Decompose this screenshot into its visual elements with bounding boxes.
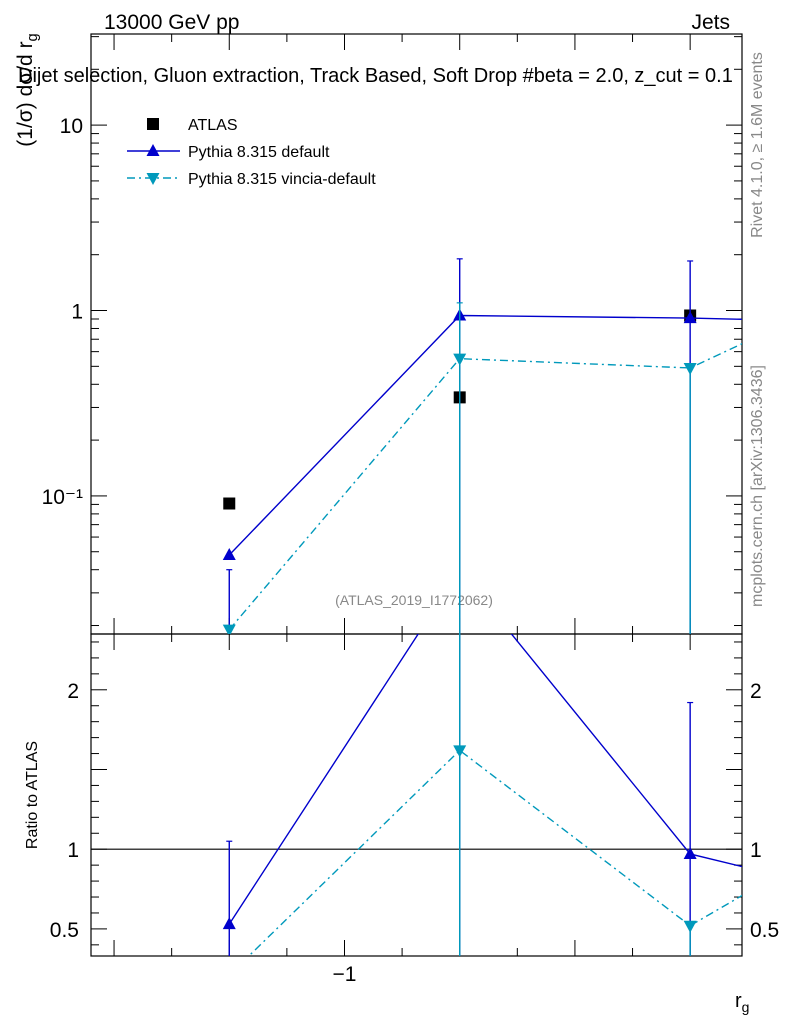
main-y-tick-label: 10 [60, 115, 83, 138]
legend-marker-1 [146, 144, 160, 156]
main-y-tick-label: 1 [71, 301, 83, 324]
ratio-0-point [683, 846, 697, 859]
main-y-tick-label: 10⁻¹ [42, 486, 83, 509]
main-y-axis-title: (1/σ) dσ/d rg [14, 33, 41, 146]
x-axis-title: rg [735, 990, 749, 1015]
mcplots-label: mcplots.cern.ch [arXiv:1306.3436] [749, 365, 766, 607]
series-1-point [683, 311, 697, 324]
series-0-point [223, 497, 236, 510]
legend-label-2: Pythia 8.315 vincia-default [188, 171, 376, 188]
ratio-y-tick-label: 0.5 [50, 919, 79, 942]
series-2-point [222, 624, 236, 634]
ratio-1-point [453, 745, 467, 758]
legend-label-1: Pythia 8.315 default [188, 144, 330, 161]
rivet-version-label: Rivet 4.1.0, ≥ 1.6M events [749, 52, 766, 238]
ratio-y-tick-label-right: 0.5 [750, 919, 779, 942]
series-line-1 [228, 314, 742, 556]
ratio-1-point [223, 970, 236, 982]
category-label: Jets [691, 11, 730, 34]
x-tick-label: −1 [333, 963, 357, 986]
analysis-watermark: (ATLAS_2019_I1772062) [335, 592, 493, 608]
ratio-y-axis-title: Ratio to ATLAS [24, 741, 41, 849]
legend-label-0: ATLAS [188, 117, 238, 134]
ratio-y-tick-label: 1 [67, 839, 79, 862]
legend-marker-2 [146, 173, 160, 185]
ratio-plot-frame [90, 633, 743, 957]
energy-label: 13000 GeV pp [104, 11, 239, 34]
ratio-line-1 [247, 749, 742, 956]
legend-marker-0 [147, 118, 159, 130]
ratio-y-tick-label: 2 [67, 680, 79, 703]
series-2-point [453, 353, 467, 366]
ratio-y-tick-label-right: 1 [750, 839, 762, 862]
plot-title: Dijet selection, Gluon extraction, Track… [18, 65, 733, 87]
ratio-line-0 [228, 634, 742, 925]
ratio-1-point [683, 920, 697, 933]
series-2-point [683, 362, 697, 375]
ratio-y-tick-label-right: 2 [750, 680, 762, 703]
ratio-0-point [222, 917, 236, 930]
series-1-point [222, 548, 236, 561]
